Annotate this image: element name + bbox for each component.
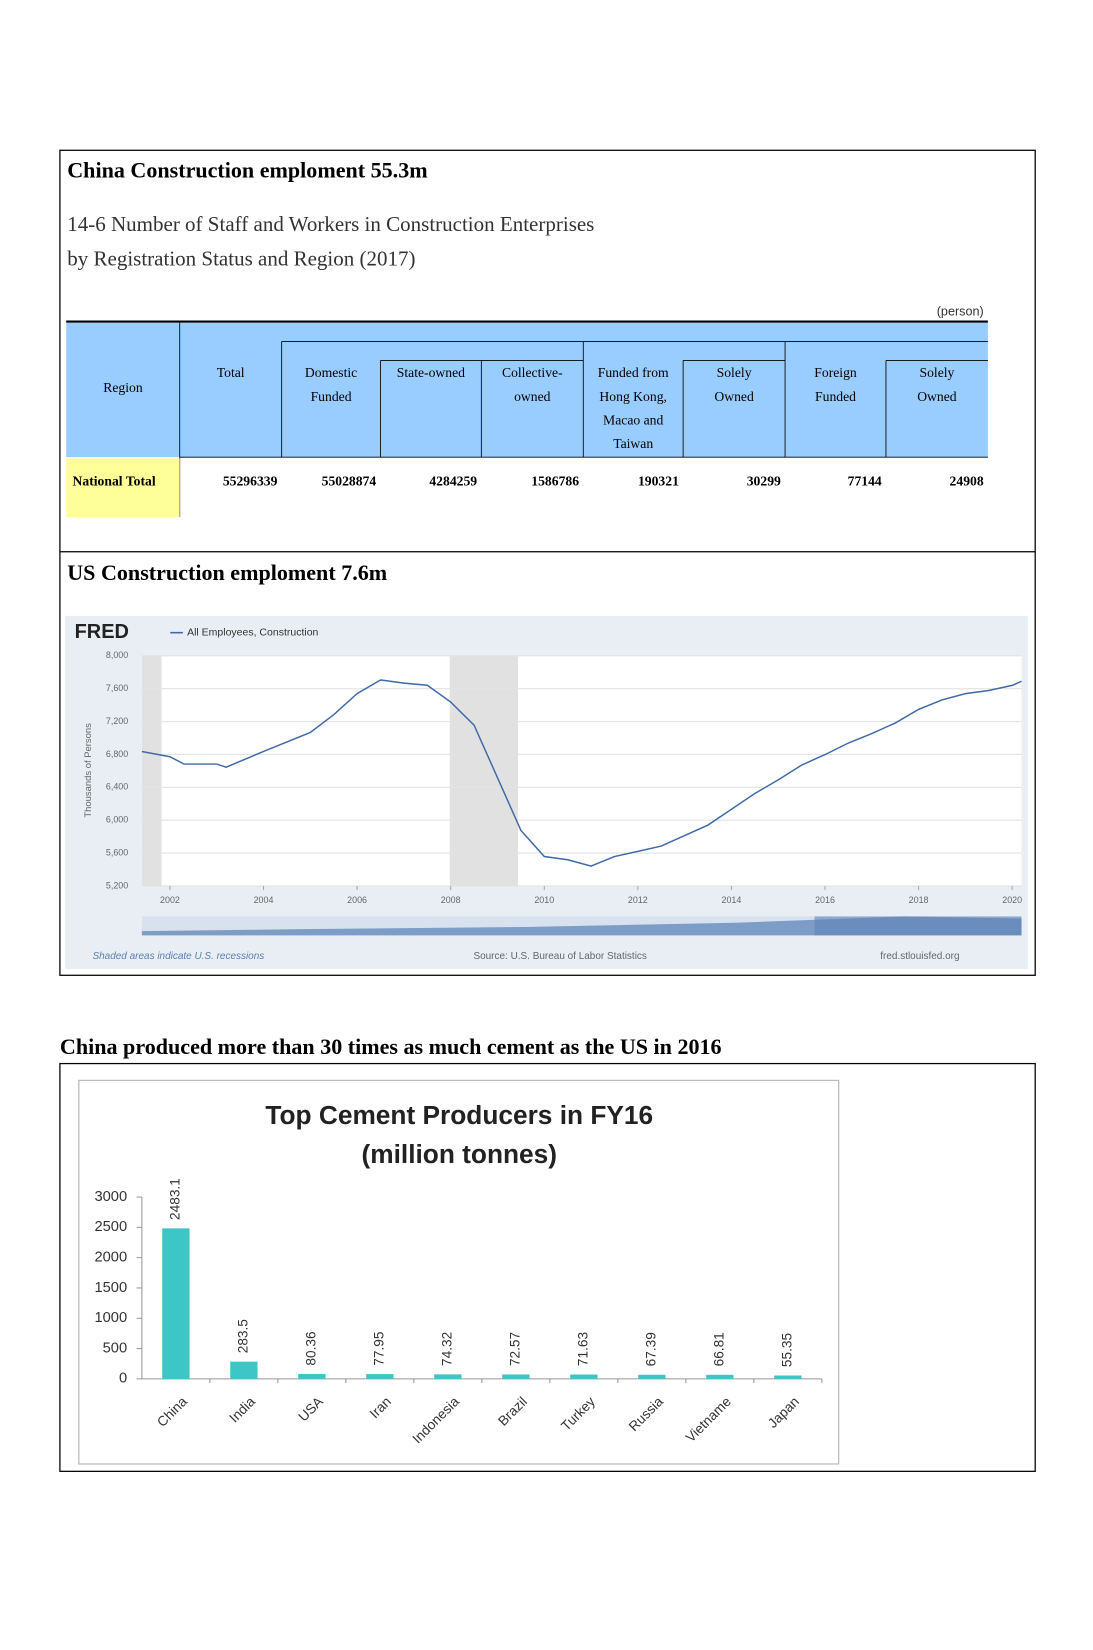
y-tick-label: 2000 <box>94 1250 127 1266</box>
bar <box>298 1373 326 1379</box>
section-title: US Construction emploment 7.6m <box>67 560 387 585</box>
plot-area <box>141 655 1022 886</box>
legend-label: All Employees, Construction <box>187 626 318 638</box>
y-tick-label: 5,200 <box>106 880 128 890</box>
table-cell: 190321 <box>638 474 679 489</box>
y-tick-label: 0 <box>119 1371 127 1387</box>
bar <box>502 1374 530 1379</box>
x-tick-label: 2014 <box>722 895 742 905</box>
table-header: Total <box>217 365 245 380</box>
y-tick-label: 7,200 <box>106 716 128 726</box>
y-tick-label: 7,600 <box>106 683 128 693</box>
x-tick-label: 2006 <box>347 895 367 905</box>
table-cell-highlight <box>66 458 180 518</box>
x-tick-label: 2010 <box>534 895 554 905</box>
data-line <box>141 679 1022 867</box>
section-frame <box>59 149 1036 976</box>
table-header: Region <box>103 380 143 395</box>
bar <box>366 1374 394 1379</box>
value-label: 283.5 <box>235 1319 250 1354</box>
table-header: Domestic Funded <box>305 365 357 404</box>
y-tick-label: 6,000 <box>106 815 128 825</box>
value-label: 72.57 <box>507 1332 522 1366</box>
value-label: 2483.1 <box>167 1178 182 1220</box>
value-label: 55.35 <box>779 1333 794 1368</box>
range-selection <box>814 916 1022 936</box>
x-tick-label: 2018 <box>909 895 929 905</box>
value-label: 66.81 <box>711 1332 726 1366</box>
y-tick-label: 1000 <box>94 1310 127 1326</box>
x-tick-label: 2002 <box>160 895 180 905</box>
table-cell: 55028874 <box>322 474 377 489</box>
y-tick-label: 2500 <box>94 1219 127 1235</box>
bar <box>230 1361 258 1379</box>
table-cell: 55296339 <box>223 474 278 489</box>
value-label: 74.32 <box>439 1332 454 1366</box>
bar <box>162 1228 190 1379</box>
table-header: Solely Owned <box>917 365 957 404</box>
table-caption: by Registration Status and Region (2017) <box>67 246 415 270</box>
x-tick-label: 2020 <box>1002 895 1022 905</box>
y-tick-label: 500 <box>103 1340 128 1356</box>
x-tick-label: 2004 <box>254 895 274 905</box>
y-tick-label: 6,800 <box>106 749 128 759</box>
table-cell: 30299 <box>747 474 781 489</box>
recession-shade <box>141 655 162 886</box>
chart-frame <box>78 1079 840 1465</box>
value-label: 71.63 <box>575 1332 590 1366</box>
table-cell: 77144 <box>848 474 882 489</box>
x-tick-label: 2016 <box>815 895 835 905</box>
x-tick-label: 2012 <box>628 895 648 905</box>
table-header: Foreign Funded <box>814 365 857 404</box>
chart-source: Source: U.S. Bureau of Labor Statistics <box>473 951 646 962</box>
recession-shade <box>449 655 519 886</box>
value-label: 67.39 <box>643 1332 658 1366</box>
y-tick-label: 5,600 <box>106 847 128 857</box>
table-header: Funded from Hong Kong, Macao and Taiwan <box>598 365 669 451</box>
table-header: State-owned <box>397 365 465 380</box>
table-cell: 4284259 <box>429 474 477 489</box>
bar <box>706 1374 734 1379</box>
y-tick-label: 1500 <box>94 1280 127 1296</box>
bar <box>570 1374 598 1379</box>
value-label: 77.95 <box>371 1331 386 1366</box>
y-tick-label: 6,400 <box>106 782 128 792</box>
section-title: China Construction emploment 55.3m <box>67 157 427 182</box>
table-cell: 24908 <box>950 474 984 489</box>
y-tick-label: 8,000 <box>106 650 128 660</box>
chart-url: fred.stlouisfed.org <box>880 951 959 962</box>
table-unit: (person) <box>937 304 984 318</box>
table-header: Solely Owned <box>714 365 754 404</box>
table-cell: National Total <box>73 474 156 489</box>
chart-logo: FRED <box>75 621 129 643</box>
y-axis-label: Thousands of Persons <box>83 723 94 818</box>
chart-subtitle: (million tonnes) <box>362 1139 558 1169</box>
table-header-bg <box>66 322 988 458</box>
table-caption: 14-6 Number of Staff and Workers in Cons… <box>67 212 594 236</box>
section-title: China produced more than 30 times as muc… <box>60 1034 722 1059</box>
x-tick-label: 2008 <box>441 895 461 905</box>
section-frame <box>59 1062 1036 1472</box>
bar <box>638 1374 666 1379</box>
bar <box>774 1375 802 1379</box>
y-tick-label: 3000 <box>94 1189 127 1205</box>
chart-note: Shaded areas indicate U.S. recessions <box>92 951 264 962</box>
range-slider-fill <box>141 916 1022 936</box>
value-label: 80.36 <box>303 1331 318 1365</box>
table-cell: 1586786 <box>531 474 579 489</box>
table-header: Collective-owned <box>502 365 563 404</box>
bar <box>434 1374 462 1379</box>
chart-title: Top Cement Producers in FY16 <box>265 1100 653 1130</box>
